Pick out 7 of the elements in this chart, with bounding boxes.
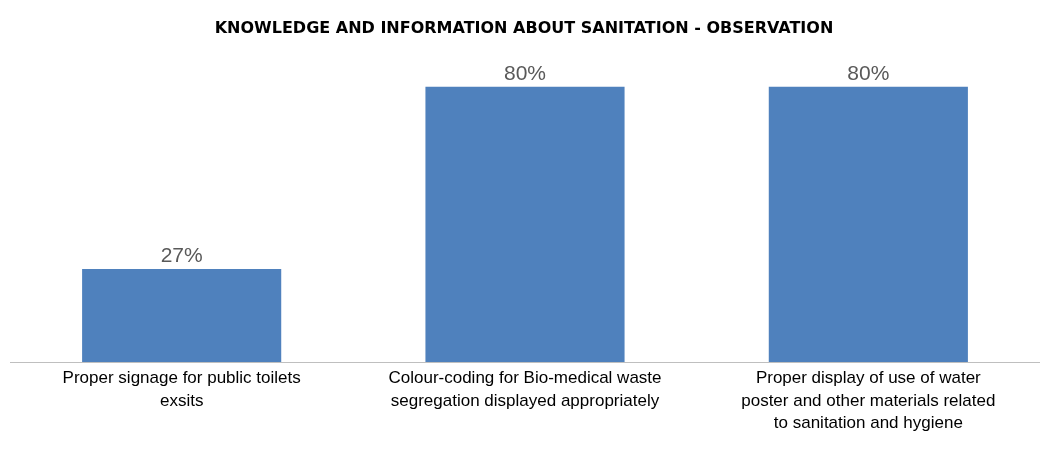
x-tick-label: Proper display of use of water poster and other materials related to sanitation and hygiene [741,368,996,432]
chart-title: KNOWLEDGE AND INFORMATION ABOUT SANITATION - OBSERVATION [214,17,834,37]
data-label: 27% [160,243,203,267]
x-tick-label: Proper signage for public toilets exsits [62,368,301,410]
data-label: 80% [503,60,547,84]
x-tick-label: Colour-coding for Bio-medical waste segregation displayed appropriately [388,368,662,410]
data-label: 80% [847,60,890,84]
